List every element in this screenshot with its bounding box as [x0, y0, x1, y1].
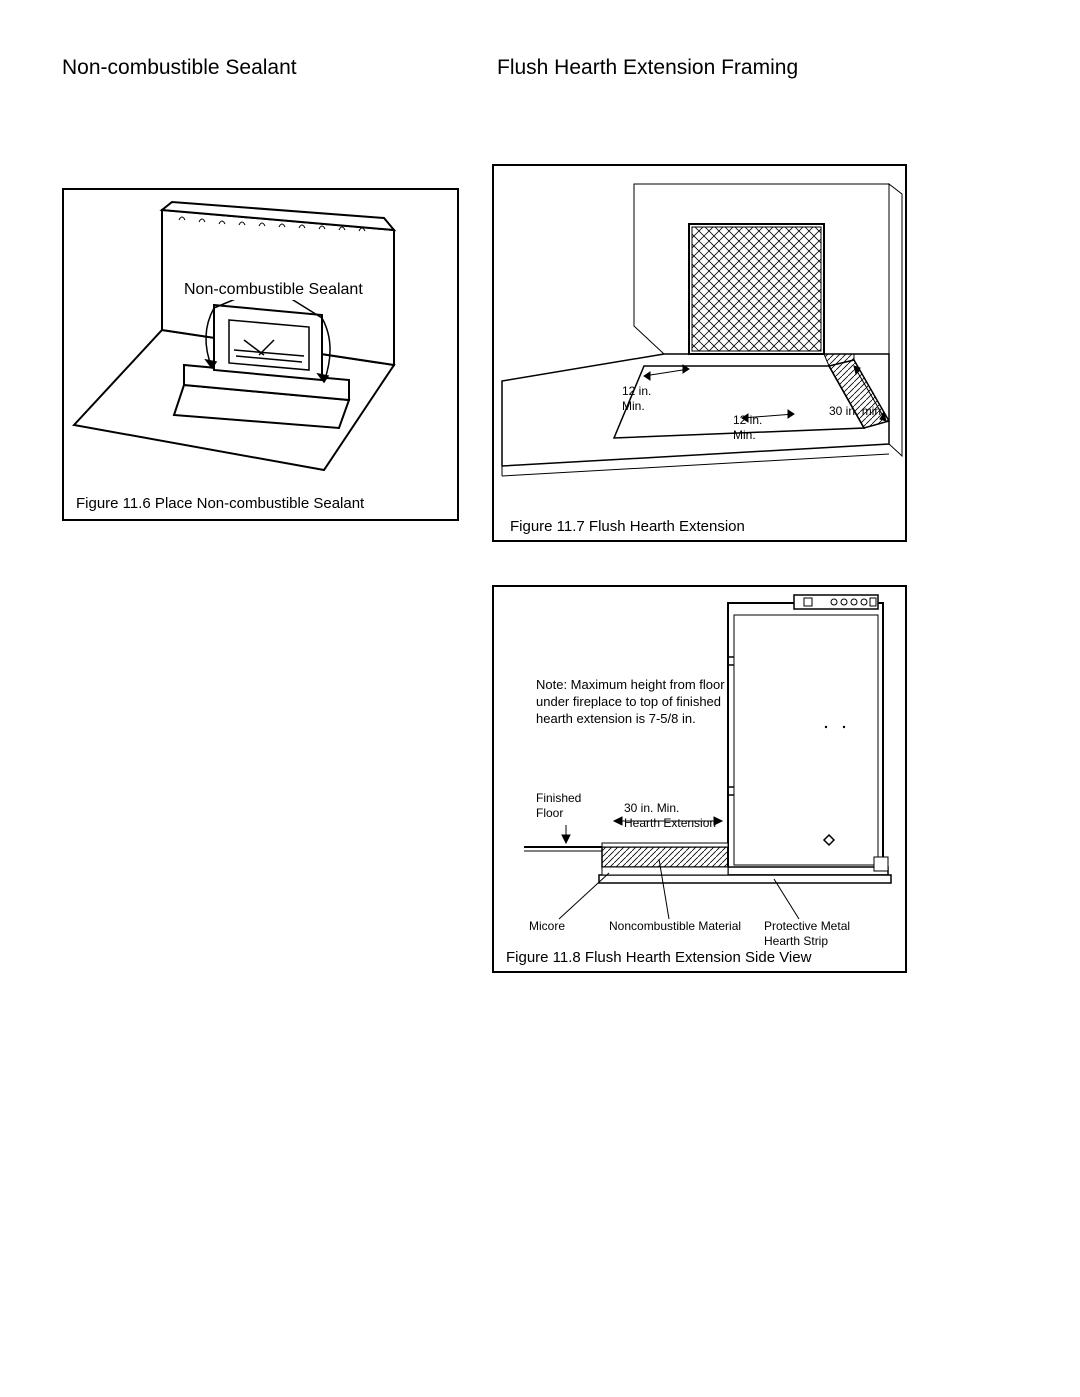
right-section-title: Flush Hearth Extension Framing: [497, 56, 798, 80]
dim-30in: 30 in. min.: [829, 404, 884, 419]
figure-11-7-box: 12 in. Min. 12 in. Min. 30 in. min. Figu…: [492, 164, 907, 542]
dim-12in-b: 12 in. Min.: [733, 413, 762, 443]
micore-label: Micore: [529, 919, 565, 934]
figure-11-8-box: Note: Maximum height from floor under fi…: [492, 585, 907, 973]
figure-11-6-svg: [64, 190, 457, 519]
figure-11-6-box: Non-combustible Sealant Figure 11.6 Plac…: [62, 188, 459, 521]
protective-label: Protective Metal Hearth Strip: [764, 919, 850, 949]
left-section-title: Non-combustible Sealant: [62, 56, 297, 80]
note-text: Note: Maximum height from floor under fi…: [536, 677, 741, 728]
figure-11-6-caption: Figure 11.6 Place Non-combustible Sealan…: [76, 495, 364, 512]
hearth-ext-label: 30 in. Min. Hearth Extension: [624, 801, 716, 831]
sealant-label: Non-combustible Sealant: [182, 280, 365, 300]
figure-11-8-svg: [494, 587, 905, 971]
figure-11-7-caption: Figure 11.7 Flush Hearth Extension: [510, 518, 745, 535]
figure-11-7-svg: [494, 166, 905, 540]
figure-11-8-caption: Figure 11.8 Flush Hearth Extension Side …: [506, 949, 811, 966]
dim-12in-a: 12 in. Min.: [622, 384, 651, 414]
finished-floor-label: Finished Floor: [536, 791, 581, 821]
noncombustible-label: Noncombustible Material: [609, 919, 741, 934]
